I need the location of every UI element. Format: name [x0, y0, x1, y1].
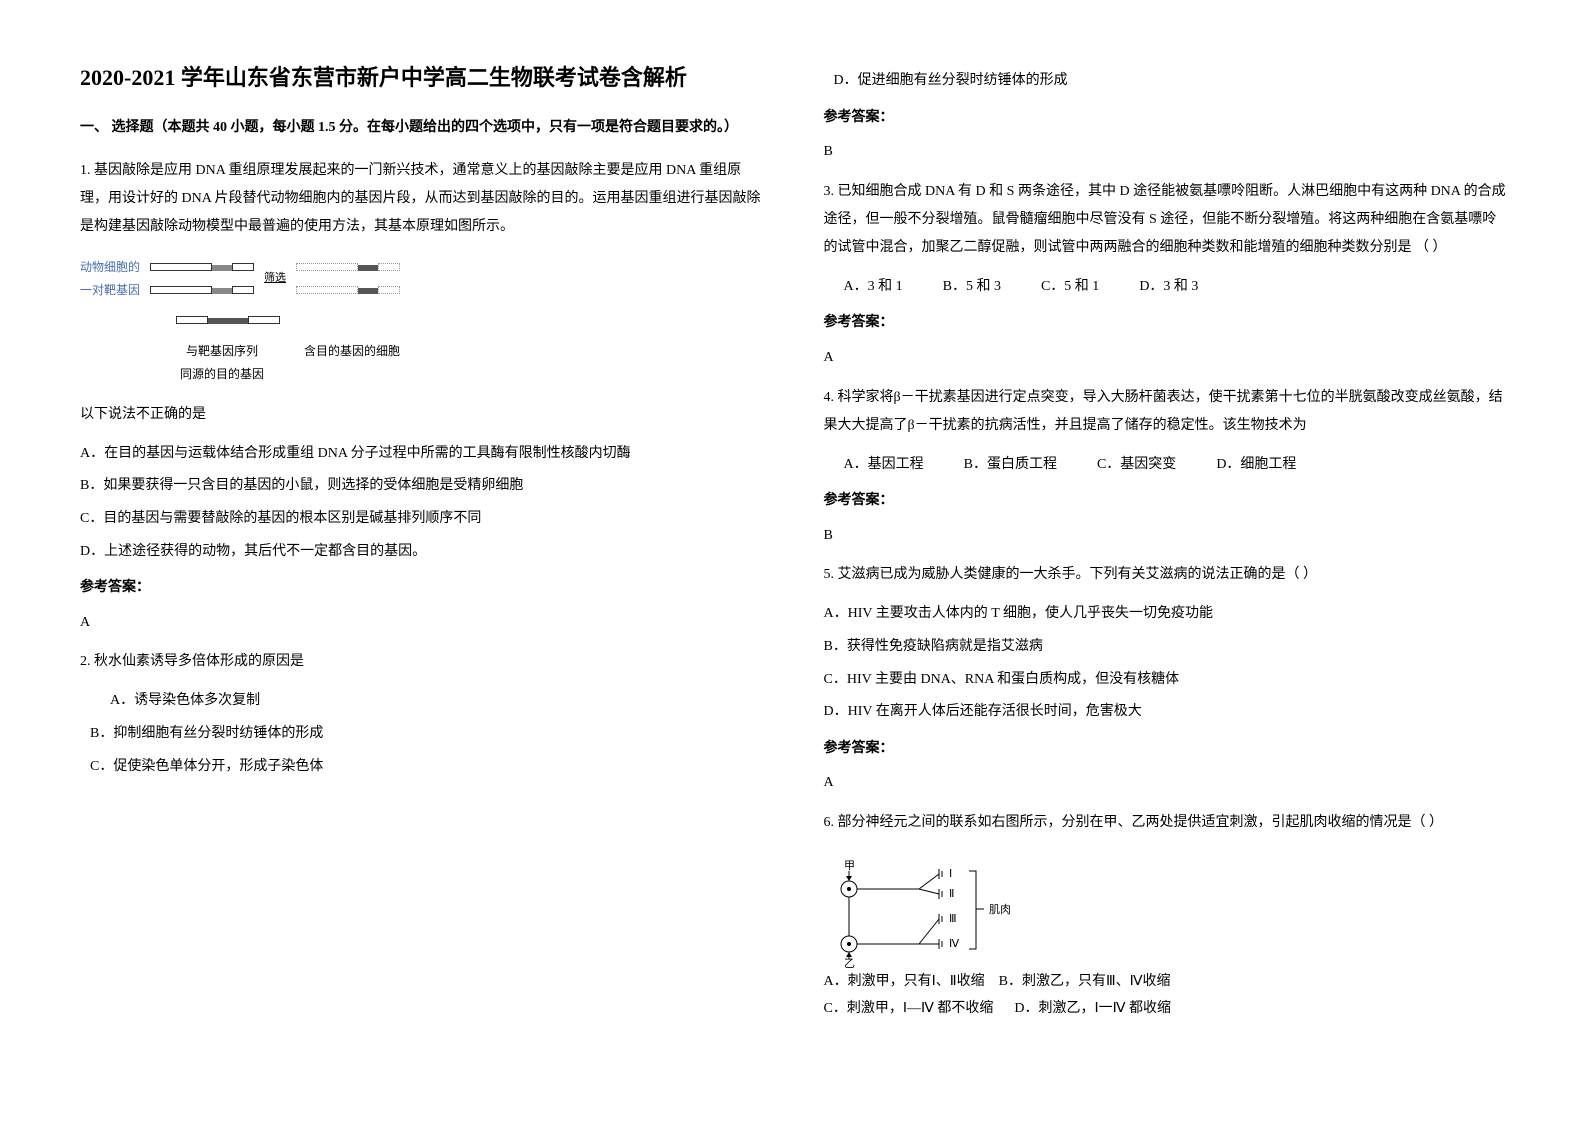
- q5-opt-c: C．HIV 主要由 DNA、RNA 和蛋白质构成，但没有核糖体: [824, 667, 1508, 694]
- q6-opt-c: C．刺激甲，Ⅰ—Ⅳ 都不收缩: [824, 1001, 994, 1016]
- question-6-stem: 6. 部分神经元之间的联系如右图所示，分别在甲、乙两处提供适宜刺激，引起肌肉收缩…: [824, 809, 1508, 837]
- q3-options: A．3 和 1 B．5 和 3 C．5 和 1 D．3 和 3: [844, 274, 1508, 301]
- q4-opt-b: B．蛋白质工程: [964, 452, 1057, 479]
- q1-opt-b: B．如果要获得一只含目的基因的小鼠，则选择的受体细胞是受精卵细胞: [80, 473, 764, 500]
- q2-opt-b: B．抑制细胞有丝分裂时纺锤体的形成: [90, 721, 764, 748]
- diagram1-label-r: 含目的基因的细胞: [304, 340, 400, 386]
- q5-opt-b: B．获得性免疫缺陷病就是指艾滋病: [824, 634, 1508, 661]
- q3-answer-label: 参考答案：: [824, 310, 1508, 337]
- exam-page: 2020-2021 学年山东省东营市新户中学高二生物联考试卷含解析 一、 选择题…: [0, 0, 1587, 1122]
- q1-answer: A: [80, 610, 764, 637]
- exam-title: 2020-2021 学年山东省东营市新户中学高二生物联考试卷含解析: [80, 60, 764, 95]
- q6-opt-d: D．刺激乙，Ⅰ一Ⅳ 都收缩: [1014, 1001, 1171, 1016]
- q5-answer-label: 参考答案：: [824, 736, 1508, 763]
- question-4-stem: 4. 科学家将β－干扰素基因进行定点突变，导入大肠杆菌表达，使干扰素第十七位的半…: [824, 384, 1508, 440]
- q2-opt-a: A．诱导染色体多次复制: [110, 688, 764, 715]
- diagram1-label-bl: 一对靶基因: [80, 279, 140, 302]
- q3-opt-a: A．3 和 1: [844, 274, 903, 301]
- q6-label-III: Ⅲ: [949, 913, 957, 925]
- q2-answer: B: [824, 139, 1508, 166]
- q2-options-cont: D．促进细胞有丝分裂时纺锤体的形成: [854, 68, 1508, 95]
- q1-answer-label: 参考答案：: [80, 575, 764, 602]
- q4-answer: B: [824, 523, 1508, 550]
- q6-options: A．刺激甲，只有Ⅰ、Ⅱ收缩 B．刺激乙，只有Ⅲ、Ⅳ收缩 C．刺激甲，Ⅰ—Ⅳ 都不…: [824, 969, 1508, 1022]
- question-3-stem: 3. 已知细胞合成 DNA 有 D 和 S 两条途径，其中 D 途径能被氨基嘌呤…: [824, 178, 1508, 262]
- section-1-header: 一、 选择题（本题共 40 小题，每小题 1.5 分。在每小题给出的四个选项中，…: [80, 115, 764, 142]
- q5-answer: A: [824, 770, 1508, 797]
- q6-label-IV: Ⅳ: [949, 938, 960, 950]
- q6-diagram: 甲 Ⅰ Ⅱ 乙: [824, 849, 1024, 959]
- q1-opt-a: A．在目的基因与运载体结合形成重组 DNA 分子过程中所需的工具酶有限制性核酸内…: [80, 441, 764, 468]
- question-1-stem: 1. 基因敲除是应用 DNA 重组原理发展起来的一门新兴技术，通常意义上的基因敲…: [80, 157, 764, 241]
- question-5-stem: 5. 艾滋病已成为威胁人类健康的一大杀手。下列有关艾滋病的说法正确的是（ ）: [824, 561, 1508, 589]
- q4-opt-a: A．基因工程: [844, 452, 924, 479]
- q1-opt-d: D．上述途径获得的动物，其后代不一定都含目的基因。: [80, 539, 764, 566]
- q6-label-II: Ⅱ: [949, 888, 954, 900]
- q6-label-jia: 甲: [844, 860, 855, 872]
- diagram1-label-b1: 与靶基因序列: [180, 340, 264, 363]
- q2-opt-d: D．促进细胞有丝分裂时纺锤体的形成: [834, 68, 1508, 95]
- q5-opt-d: D．HIV 在离开人体后还能存活很长时间，危害极大: [824, 699, 1508, 726]
- q3-opt-c: C．5 和 1: [1041, 274, 1099, 301]
- q2-answer-label: 参考答案：: [824, 105, 1508, 132]
- q6-opt-b: B．刺激乙，只有Ⅲ、Ⅳ收缩: [999, 974, 1171, 989]
- q6-label-I: Ⅰ: [949, 868, 952, 880]
- q6-label-jirou: 肌肉: [989, 903, 1011, 916]
- q1-options: A．在目的基因与运载体结合形成重组 DNA 分子过程中所需的工具酶有限制性核酸内…: [80, 441, 764, 565]
- right-column: D．促进细胞有丝分裂时纺锤体的形成 参考答案： B 3. 已知细胞合成 DNA …: [794, 60, 1538, 1082]
- q4-options: A．基因工程 B．蛋白质工程 C．基因突变 D．细胞工程: [844, 452, 1508, 479]
- q1-opt-c: C．目的基因与需要替敲除的基因的根本区别是碱基排列顺序不同: [80, 506, 764, 533]
- q2-opt-c: C．促使染色单体分开，形成子染色体: [90, 754, 764, 781]
- q1-diagram: 动物细胞的 一对靶基因 筛选: [80, 256, 420, 386]
- q3-opt-d: D．3 和 3: [1139, 274, 1198, 301]
- left-column: 2020-2021 学年山东省东营市新户中学高二生物联考试卷含解析 一、 选择题…: [50, 60, 794, 1082]
- q5-opt-a: A．HIV 主要攻击人体内的 T 细胞，使人几乎丧失一切免疫功能: [824, 601, 1508, 628]
- q3-answer: A: [824, 345, 1508, 372]
- q4-answer-label: 参考答案：: [824, 488, 1508, 515]
- diagram1-label-tl: 动物细胞的: [80, 256, 140, 279]
- diagram1-label-mid: 筛选: [264, 268, 286, 289]
- q1-sub: 以下说法不正确的是: [80, 401, 764, 429]
- q5-options: A．HIV 主要攻击人体内的 T 细胞，使人几乎丧失一切免疫功能 B．获得性免疫…: [824, 601, 1508, 725]
- q6-opt-a: A．刺激甲，只有Ⅰ、Ⅱ收缩: [824, 974, 985, 989]
- diagram1-label-b2: 同源的目的基因: [180, 363, 264, 386]
- q2-options: A．诱导染色体多次复制 B．抑制细胞有丝分裂时纺锤体的形成 C．促使染色单体分开…: [110, 688, 764, 780]
- q4-opt-c: C．基因突变: [1097, 452, 1176, 479]
- question-2-stem: 2. 秋水仙素诱导多倍体形成的原因是: [80, 648, 764, 676]
- q3-opt-b: B．5 和 3: [943, 274, 1001, 301]
- q4-opt-d: D．细胞工程: [1216, 452, 1296, 479]
